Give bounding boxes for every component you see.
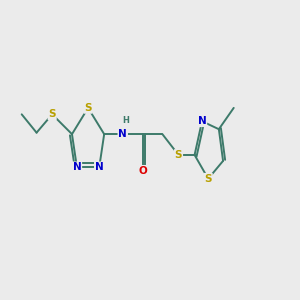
Text: O: O <box>138 166 147 176</box>
Text: N: N <box>198 116 206 126</box>
Text: N: N <box>95 162 103 172</box>
Text: N: N <box>118 129 127 139</box>
Text: S: S <box>175 150 182 160</box>
Text: H: H <box>122 116 129 125</box>
Text: S: S <box>48 109 56 119</box>
Text: S: S <box>84 103 92 113</box>
Text: N: N <box>73 162 81 172</box>
Text: S: S <box>205 174 212 184</box>
